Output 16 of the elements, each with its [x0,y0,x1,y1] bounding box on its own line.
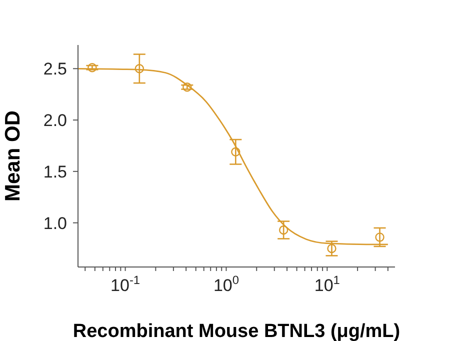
point [278,225,288,235]
x-tick-label: 10$^{-1}$ [110,273,140,295]
point [327,244,336,254]
x-axis-title: Recombinant Mouse BTNL3 (μg/mL) [72,321,400,341]
point [375,232,384,242]
point [231,147,240,156]
point [88,63,97,72]
y-tick-label: 1.0 [43,214,67,233]
point [182,82,192,92]
x-tick-label: 10$^{0}$ [213,273,240,295]
y-tick-label: 2.0 [43,111,67,130]
x-tick-label: 10$^{1}$ [314,273,340,295]
y-tick-label: 2.5 [43,60,67,79]
point [134,64,144,74]
y-axis-title: Mean OD [1,110,24,202]
y-tick-label: 1.5 [43,162,67,182]
